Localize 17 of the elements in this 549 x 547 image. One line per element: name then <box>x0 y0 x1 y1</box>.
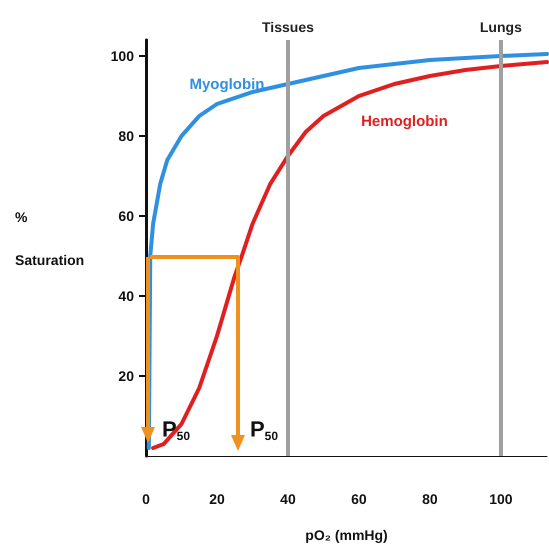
x-tick-label: 40 <box>280 491 296 507</box>
ref-line-label: Lungs <box>480 19 522 35</box>
y-tick-label: 20 <box>118 368 134 384</box>
y-tick-label: 80 <box>118 128 134 144</box>
x-tick-label: 0 <box>142 491 150 507</box>
y-tick-label: 100 <box>110 48 134 64</box>
series-label: Myoglobin <box>189 76 264 93</box>
ref-line-label: Tissues <box>262 19 314 35</box>
y-tick-label: 40 <box>118 288 134 304</box>
y-tick-label: 60 <box>118 208 134 224</box>
x-axis-title: pO₂ (mmHg) <box>305 527 388 543</box>
series-label: Hemoglobin <box>361 113 448 130</box>
x-tick-label: 100 <box>489 491 513 507</box>
text: % Saturation <box>15 209 84 268</box>
x-tick-label: 20 <box>209 491 225 507</box>
x-tick-label: 60 <box>351 491 367 507</box>
x-tick-label: 80 <box>422 491 438 507</box>
